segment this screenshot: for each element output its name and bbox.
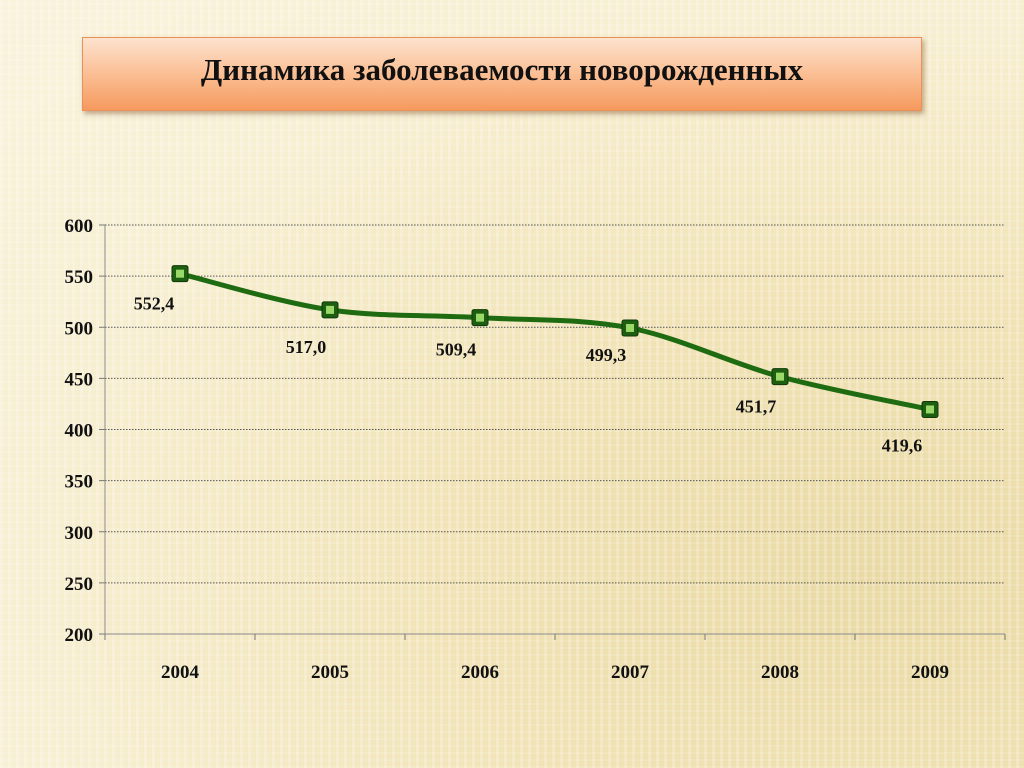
data-label-2008: 451,7 [736, 397, 777, 417]
marker-inner [776, 372, 784, 381]
grid-lines [105, 224, 1005, 584]
marker-inner [176, 269, 184, 278]
marker-inner [926, 405, 934, 414]
data-point-2007 [621, 319, 639, 337]
x-tick-label-2006: 2006 [461, 662, 499, 683]
y-tick-label-300: 300 [65, 523, 94, 544]
marker-inner [626, 323, 634, 332]
y-tick-label-200: 200 [65, 625, 94, 646]
data-label-2006: 509,4 [436, 340, 477, 360]
title-banner: Динамика заболеваемости новорожденных [82, 37, 922, 111]
x-tick-label-2004: 2004 [161, 662, 200, 683]
y-tick-label-350: 350 [65, 472, 94, 493]
series-line [179, 271, 931, 412]
data-point-2005 [321, 301, 339, 319]
marker-inner [326, 305, 334, 314]
data-label-2007: 499,3 [586, 345, 627, 365]
series-line-path [179, 271, 931, 412]
data-point-2004 [171, 265, 189, 283]
y-tick-label-250: 250 [65, 574, 94, 595]
data-point-2006 [471, 309, 489, 327]
data-point-2008 [771, 368, 789, 386]
data-labels: 552,4 517,0 509,4 499,3 451,7 419,6 [134, 294, 923, 456]
y-tick-label-450: 450 [65, 369, 94, 390]
x-tick-label-2008: 2008 [761, 662, 799, 683]
y-tick-label-400: 400 [65, 421, 94, 442]
x-tick-label-2007: 2007 [611, 662, 650, 683]
data-label-2004: 552,4 [134, 294, 175, 314]
y-tick-label-600: 600 [65, 216, 94, 237]
x-tick-labels: 2004 2005 2006 2007 2008 2009 [161, 662, 949, 683]
y-tick-labels: 200 250 300 350 400 450 500 550 600 [65, 216, 94, 646]
y-tick-label-500: 500 [65, 318, 94, 339]
data-label-2005: 517,0 [286, 337, 327, 357]
x-tick-label-2005: 2005 [311, 662, 349, 683]
x-tick-label-2009: 2009 [911, 662, 949, 683]
data-label-2009: 419,6 [882, 435, 923, 455]
slide-title: Динамика заболеваемости новорожденных [200, 52, 804, 87]
axes [99, 224, 1006, 640]
data-markers [171, 265, 939, 418]
y-tick-label-550: 550 [65, 267, 94, 288]
marker-inner [476, 313, 484, 322]
data-point-2009 [921, 400, 939, 418]
